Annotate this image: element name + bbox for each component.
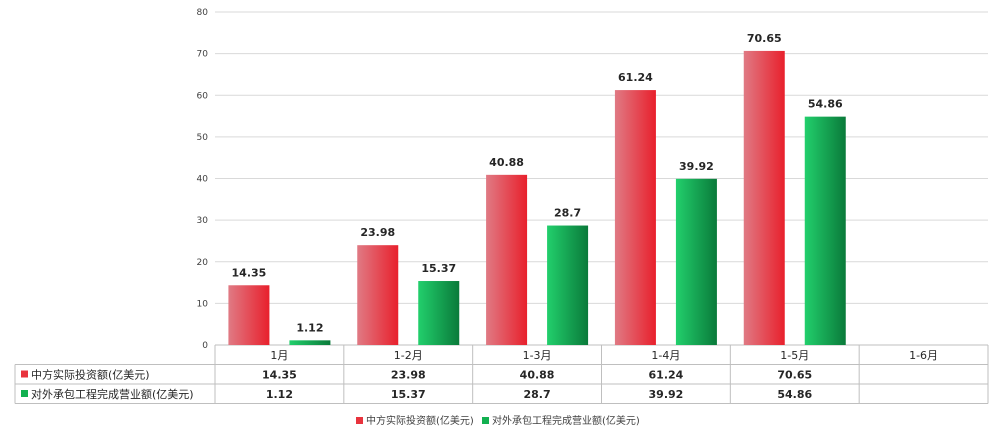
y-tick-label: 50: [197, 133, 209, 143]
bar: [804, 116, 846, 345]
bar: [547, 225, 589, 345]
bar: [357, 245, 399, 345]
table-series-name: 对外承包工程完成营业额(亿美元): [31, 387, 194, 401]
bar: [289, 340, 331, 345]
bar: [675, 178, 717, 345]
x-tick-label: 1-4月: [651, 349, 680, 362]
table-cell: 39.92: [649, 388, 684, 401]
bar: [743, 50, 785, 346]
bar: [418, 281, 460, 345]
data-label: 28.7: [554, 207, 581, 220]
legend-swatch: [482, 417, 489, 424]
y-tick-label: 0: [202, 341, 208, 351]
table-legend-key: [21, 390, 28, 397]
table-cell: 1.12: [266, 388, 293, 401]
table-cell: 28.7: [524, 388, 551, 401]
x-tick-label: 1月: [270, 349, 288, 362]
data-label: 54.86: [808, 98, 843, 111]
y-tick-label: 30: [197, 216, 209, 226]
y-tick-label: 40: [197, 175, 209, 185]
bars: [228, 50, 846, 346]
legend-swatch: [356, 417, 363, 424]
table-cell: 15.37: [391, 388, 426, 401]
table-cell: 14.35: [262, 369, 297, 382]
x-tick-label: 1-2月: [394, 349, 423, 362]
y-axis-ticks: 0 10 20 30 40 50 60 70 80: [197, 8, 209, 351]
legend-label: 中方实际投资额(亿美元): [366, 414, 474, 427]
table-legend-key: [21, 370, 28, 378]
data-label: 23.98: [360, 226, 395, 239]
y-tick-label: 10: [197, 299, 209, 309]
data-label: 14.35: [232, 266, 267, 279]
table-cell: 54.86: [777, 388, 812, 401]
y-tick-label: 80: [197, 8, 209, 18]
data-label: 40.88: [489, 156, 524, 169]
data-label: 39.92: [679, 160, 714, 173]
legend: 中方实际投资额(亿美元) 对外承包工程完成营业额(亿美元): [356, 414, 640, 427]
x-tick-label: 1-3月: [523, 349, 552, 362]
bar: [228, 285, 270, 345]
gridlines: [215, 11, 988, 346]
table-cell: 40.88: [520, 369, 555, 382]
legend-label: 对外承包工程完成营业额(亿美元): [492, 414, 640, 427]
y-tick-label: 70: [197, 50, 209, 60]
table-cell: 23.98: [391, 369, 426, 382]
y-tick-label: 20: [197, 258, 209, 268]
data-label: 61.24: [618, 71, 653, 84]
table-cell: 61.24: [649, 369, 684, 382]
x-tick-label: 1-6月: [909, 349, 938, 362]
table-cell: 70.65: [777, 369, 812, 382]
data-labels: 14.35 23.98 40.88 61.24 70.65 1.12 15.37 28.7 39…: [232, 32, 843, 334]
x-tick-label: 1-5月: [780, 349, 809, 362]
bar: [614, 90, 656, 345]
bar: [486, 174, 528, 345]
data-label: 70.65: [747, 32, 782, 45]
y-tick-label: 60: [197, 91, 209, 101]
data-label: 1.12: [296, 321, 323, 334]
data-label: 15.37: [421, 262, 456, 275]
table-series-name: 中方实际投资额(亿美元): [31, 368, 150, 382]
